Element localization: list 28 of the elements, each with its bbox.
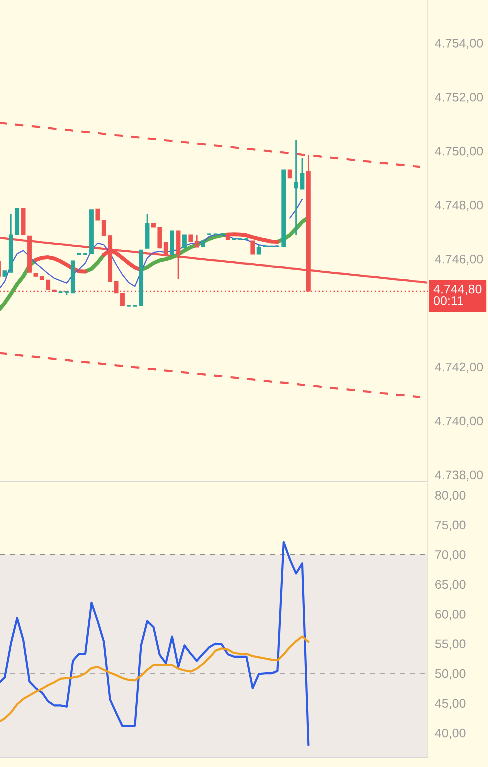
y-tick-label: 4.746,00 <box>435 254 484 266</box>
line-series <box>0 122 422 168</box>
y-tick-label: 40,00 <box>435 728 466 740</box>
line-series <box>0 541 310 747</box>
ref-line-label: 4.744,80 00:11 <box>434 284 482 306</box>
y-tick-label: 4.750,00 <box>435 146 484 158</box>
candlestick <box>256 244 262 256</box>
candlestick <box>182 234 187 249</box>
y-tick-label: 50,00 <box>435 669 466 680</box>
y-tick-label: 60,00 <box>436 610 466 620</box>
y-tick-label: 4.742,00 <box>435 362 484 374</box>
y-tick-label: 4.748,00 <box>435 200 484 212</box>
y-tick-label: 55,00 <box>435 640 466 650</box>
line-series <box>0 352 422 398</box>
y-tick-label: 80,00 <box>435 491 466 502</box>
candlestick <box>250 240 256 255</box>
line-series <box>0 636 310 724</box>
y-tick-label: 70,00 <box>436 550 466 561</box>
y-tick-label: 4.752,00 <box>435 92 484 104</box>
y-tick-label: 65,00 <box>436 580 466 591</box>
y-tick-label: 45,00 <box>435 699 466 710</box>
candlestick <box>164 242 168 256</box>
candlestick <box>194 234 200 248</box>
y-tick-label: 4.740,00 <box>435 416 484 428</box>
candlestick <box>96 208 100 222</box>
y-tick-label: 75,00 <box>436 520 466 532</box>
y-tick-label: 4.738,00 <box>435 470 484 482</box>
y-tick-label: 4.754,00 <box>435 38 484 50</box>
